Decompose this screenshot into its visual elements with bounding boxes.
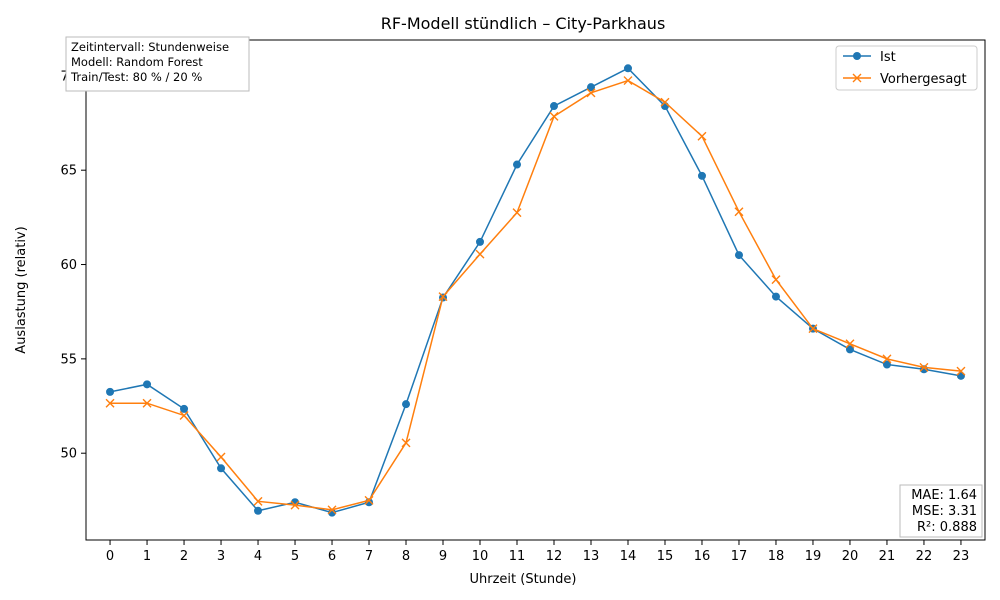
data-point-ist <box>882 360 891 369</box>
info-line-interval: Zeitintervall: Stundenweise <box>71 40 229 54</box>
y-tick-label: 55 <box>60 352 77 367</box>
data-point-ist <box>623 64 632 73</box>
plot-area <box>85 39 986 541</box>
data-point-vorhergesagt <box>697 131 707 141</box>
data-point-vorhergesagt <box>586 88 596 98</box>
info-box: Zeitintervall: Stundenweise Modell: Rand… <box>65 36 250 92</box>
data-point-vorhergesagt <box>475 249 485 259</box>
data-point-vorhergesagt <box>771 275 781 285</box>
metric-r2: R²: 0.888 <box>917 520 977 535</box>
data-point-ist <box>254 506 263 515</box>
data-point-vorhergesagt <box>845 339 855 349</box>
legend-marker-ist <box>853 52 861 60</box>
data-point-vorhergesagt <box>808 324 818 334</box>
x-tick-label: 5 <box>291 549 299 564</box>
legend: Ist Vorhergesagt <box>835 45 978 91</box>
x-tick-label: 9 <box>439 549 447 564</box>
data-point-vorhergesagt <box>401 438 411 448</box>
data-point-ist <box>328 508 337 517</box>
x-tick-label: 3 <box>217 549 225 564</box>
data-point-vorhergesagt <box>105 398 115 408</box>
data-point-ist <box>845 345 854 354</box>
data-point-vorhergesagt <box>142 398 152 408</box>
data-point-vorhergesagt <box>253 496 263 506</box>
legend-frame <box>835 45 978 91</box>
data-point-ist <box>697 171 706 180</box>
chart-title: RF-Modell stündlich – City-Parkhaus <box>381 14 666 33</box>
data-point-ist <box>549 102 558 111</box>
data-point-vorhergesagt <box>660 97 670 107</box>
data-point-vorhergesagt <box>956 366 966 376</box>
x-tick-label: 1 <box>143 549 151 564</box>
y-axis-label: Auslastung (relativ) <box>14 226 29 353</box>
metric-mae: MAE: 1.64 <box>911 488 977 503</box>
x-tick-label: 23 <box>953 549 970 564</box>
data-point-vorhergesagt <box>882 354 892 364</box>
x-tick-label: 18 <box>768 549 785 564</box>
x-tick-label: 19 <box>805 549 822 564</box>
metrics-box: MAE: 1.64 MSE: 3.31 R²: 0.888 <box>899 484 983 538</box>
x-tick-label: 0 <box>106 549 114 564</box>
data-point-ist <box>106 387 115 396</box>
data-point-vorhergesagt <box>216 452 226 462</box>
data-point-vorhergesagt <box>549 111 559 121</box>
x-tick-label: 14 <box>620 549 637 564</box>
x-tick-label: 21 <box>879 549 896 564</box>
x-tick-label: 12 <box>546 549 563 564</box>
legend-marker-vorhergesagt <box>852 73 862 83</box>
series-line-vorhergesagt <box>110 79 962 511</box>
info-line-model: Modell: Random Forest <box>71 55 203 69</box>
x-tick-label: 4 <box>254 549 262 564</box>
info-box-frame <box>65 36 250 92</box>
x-tick-label: 8 <box>402 549 410 564</box>
data-point-vorhergesagt <box>327 505 337 515</box>
y-tick-label: 65 <box>60 164 77 179</box>
legend-label-vorhergesagt: Vorhergesagt <box>880 72 967 87</box>
data-point-ist <box>513 160 522 169</box>
x-tick-label: 6 <box>328 549 336 564</box>
x-tick-label: 15 <box>657 549 674 564</box>
series-line-ist <box>109 67 962 514</box>
info-line-split: Train/Test: 80 % / 20 % <box>70 70 202 84</box>
x-tick-label: 2 <box>180 549 188 564</box>
metric-mse: MSE: 3.31 <box>912 504 977 519</box>
plot-frame <box>85 39 986 541</box>
y-tick-label: 60 <box>60 258 77 273</box>
data-point-vorhergesagt <box>179 410 189 420</box>
data-point-vorhergesagt <box>623 76 633 86</box>
x-axis: 0 1 2 3 4 5 6 7 8 9 10 11 12 13 14 15 16 17 18 19 20 21 22 23 <box>106 540 969 564</box>
data-point-ist <box>402 400 411 409</box>
x-tick-label: 10 <box>472 549 489 564</box>
x-tick-label: 17 <box>731 549 748 564</box>
data-point-vorhergesagt <box>734 207 744 217</box>
data-point-ist <box>143 380 152 389</box>
data-point-vorhergesagt <box>919 362 929 372</box>
x-tick-label: 22 <box>916 549 933 564</box>
metrics-box-frame <box>899 484 983 538</box>
data-point-vorhergesagt <box>438 292 448 302</box>
data-point-ist <box>586 83 595 92</box>
data-point-ist <box>771 292 780 301</box>
data-point-ist <box>734 251 743 260</box>
data-point-ist <box>180 404 189 413</box>
series-layer <box>105 64 966 517</box>
data-point-ist <box>217 464 226 473</box>
data-point-vorhergesagt <box>364 495 374 505</box>
data-point-ist <box>476 237 485 246</box>
x-tick-label: 16 <box>694 549 711 564</box>
x-tick-label: 11 <box>509 549 526 564</box>
data-point-vorhergesagt <box>290 500 300 510</box>
data-point-vorhergesagt <box>512 208 522 218</box>
x-tick-label: 20 <box>842 549 859 564</box>
x-axis-label: Uhrzeit (Stunde) <box>470 572 577 587</box>
series-vorhergesagt <box>105 76 966 515</box>
x-tick-label: 13 <box>583 549 600 564</box>
y-tick-label: 50 <box>60 447 77 462</box>
x-tick-label: 7 <box>365 549 373 564</box>
legend-label-ist: Ist <box>880 50 896 65</box>
